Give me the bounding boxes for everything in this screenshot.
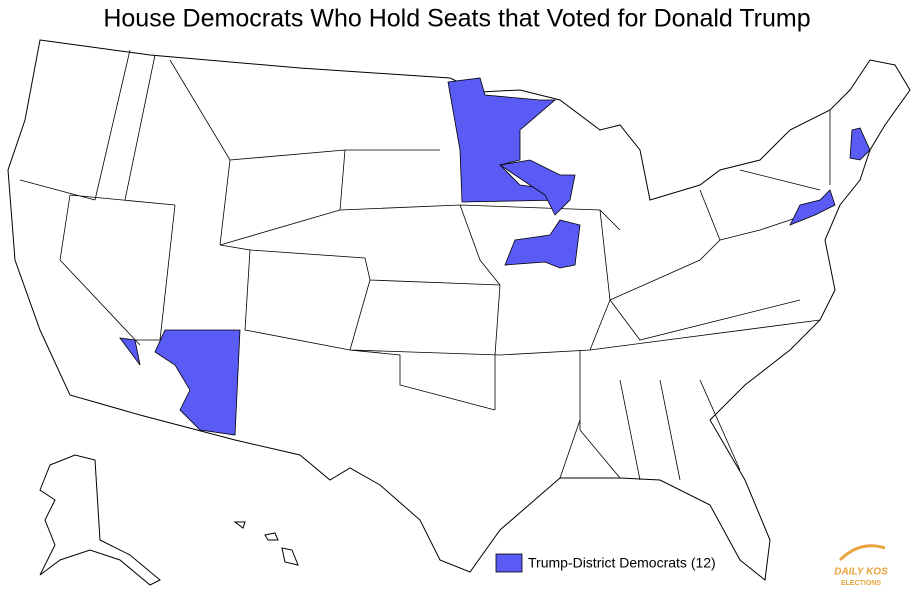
logo-subtext: ELECTIONS: [841, 580, 881, 587]
map-title: House Democrats Who Hold Seats that Vote…: [103, 5, 810, 33]
district: [504, 219, 581, 269]
logo: DAILY KOS ELECTIONS: [834, 544, 888, 587]
alaska: [39, 454, 161, 586]
district: [447, 77, 566, 203]
district: [498, 159, 576, 216]
state-lines: [19, 49, 831, 481]
logo-mark: [838, 544, 886, 562]
districts: [119, 77, 871, 436]
lower-48: [7, 39, 911, 581]
legend-swatch: [495, 553, 523, 573]
legend-label: Trump-District Democrats (12): [528, 555, 716, 571]
us-map: [7, 39, 911, 581]
alaska-hawaii: [39, 454, 299, 586]
district: [789, 189, 836, 226]
district: [154, 329, 241, 436]
hawaii: [233, 521, 299, 566]
district: [849, 127, 871, 161]
logo-text: DAILY KOS: [834, 567, 888, 578]
district: [119, 337, 141, 366]
